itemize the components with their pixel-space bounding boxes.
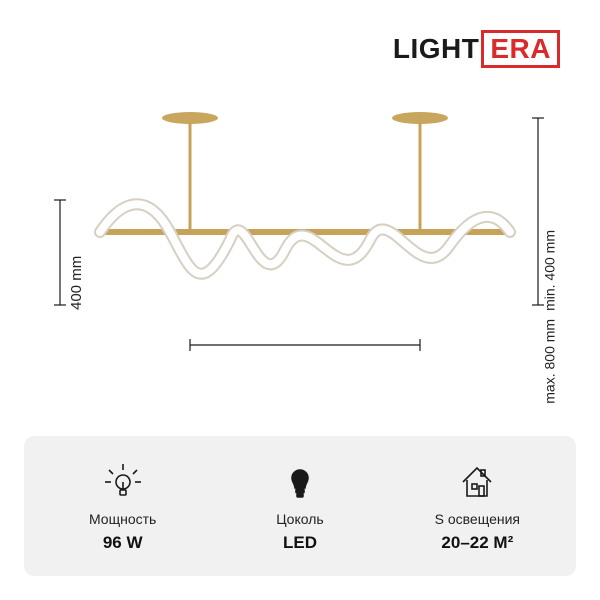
product-figure: 400 mm 2000 mm max. 800 mm min. 400 mm — [40, 100, 560, 400]
spec-area-label: S освещения — [435, 511, 520, 527]
lamp-diagram — [40, 100, 560, 400]
spec-socket-value: LED — [283, 533, 317, 553]
dimension-minmax-labels: max. 800 mm min. 400 mm — [542, 230, 558, 404]
bulb-rays-icon — [100, 459, 146, 505]
brand-text-2: ERA — [481, 30, 560, 68]
spec-socket-label: Цоколь — [276, 511, 323, 527]
spec-power-label: Мощность — [89, 511, 156, 527]
specs-panel: Мощность 96 W Цоколь LED — [24, 436, 576, 576]
brand-text-1: LIGHT — [393, 33, 480, 65]
spec-power: Мощность 96 W — [34, 459, 211, 553]
brand-logo: LIGHT ERA — [393, 30, 560, 68]
spec-area: S освещения 20–22 М² — [389, 459, 566, 553]
house-icon — [454, 459, 500, 505]
dimension-height-label: 400 mm — [68, 256, 85, 310]
dimension-min-label: min. 400 mm — [542, 230, 558, 311]
product-card: LIGHT ERA — [0, 0, 600, 600]
bulb-icon — [277, 459, 323, 505]
dimension-max-label: max. 800 mm — [542, 319, 558, 404]
spec-socket: Цоколь LED — [211, 459, 388, 553]
spec-area-value: 20–22 М² — [441, 533, 513, 553]
spec-power-value: 96 W — [103, 533, 143, 553]
